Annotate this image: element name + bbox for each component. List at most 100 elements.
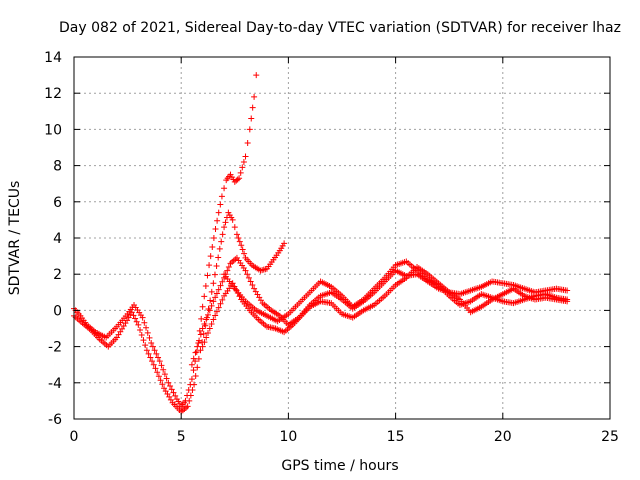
data-point-marker [281, 240, 288, 247]
data-point-marker [236, 175, 243, 182]
data-point-marker [253, 72, 260, 79]
data-point-marker [163, 375, 170, 382]
data-point-marker [128, 309, 135, 316]
x-axis-ticks: 0 5 10 15 20 25 [70, 57, 619, 445]
data-series [71, 72, 571, 415]
data-point-marker [150, 361, 157, 368]
data-point-marker [210, 235, 217, 241]
data-point-marker [154, 369, 161, 376]
data-point-marker [140, 337, 147, 344]
data-point-marker [143, 347, 150, 354]
data-point-marker [191, 381, 198, 388]
data-point-marker [218, 238, 225, 245]
data-point-marker [197, 347, 204, 354]
data-point-marker [138, 332, 145, 339]
data-point-marker [151, 347, 158, 354]
data-point-marker [212, 225, 219, 232]
data-point-marker [215, 254, 222, 261]
data-point-marker [251, 93, 258, 100]
data-point-marker [206, 262, 213, 269]
data-point-marker [201, 339, 208, 346]
data-point-marker [221, 185, 228, 192]
x-tick-label: 5 [177, 429, 186, 445]
data-point-marker [233, 231, 240, 238]
data-point-marker [225, 263, 232, 270]
data-point-marker [208, 320, 215, 327]
data-point-marker [218, 193, 225, 200]
x-axis-label: GPS time / hours [281, 458, 398, 474]
data-point-marker [148, 339, 155, 346]
series-track-e [221, 258, 571, 325]
data-point-marker [237, 169, 244, 176]
data-point-marker [184, 403, 191, 410]
data-point-marker [203, 334, 210, 341]
data-point-marker [206, 307, 213, 314]
data-point-marker [210, 298, 217, 305]
data-point-marker [165, 379, 172, 386]
data-point-marker [215, 304, 222, 311]
data-point-marker [199, 343, 206, 350]
data-point-marker [168, 386, 175, 393]
data-point-marker [235, 235, 242, 241]
data-point-marker [160, 366, 167, 373]
y-tick-label: -4 [48, 376, 62, 392]
data-point-marker [143, 324, 150, 331]
chart-title: Day 082 of 2021, Sidereal Day-to-day VTE… [59, 20, 621, 36]
data-point-marker [208, 288, 215, 295]
data-point-marker [198, 315, 205, 322]
data-point-marker [205, 330, 211, 337]
data-point-marker [212, 312, 219, 319]
x-tick-label: 0 [70, 429, 79, 445]
y-axis-ticks: -6 -4 -2 0 2 4 6 8 10 12 14 [44, 50, 610, 428]
data-point-marker [211, 271, 218, 278]
data-point-marker [229, 216, 236, 223]
data-point-marker [219, 278, 226, 285]
x-tick-label: 15 [387, 429, 405, 445]
y-tick-label: 6 [53, 195, 62, 211]
data-point-marker [199, 303, 206, 310]
data-point-marker [190, 367, 197, 374]
data-point-marker [206, 325, 213, 332]
data-point-marker [155, 354, 162, 361]
series-track-a [71, 72, 260, 410]
series-track-c [188, 254, 571, 368]
data-point-marker [130, 312, 137, 319]
data-point-marker [158, 362, 165, 369]
data-point-marker [200, 330, 207, 337]
data-point-marker [238, 242, 245, 249]
data-point-marker [213, 290, 220, 297]
y-tick-label: 4 [53, 231, 62, 247]
y-axis-label: SDTVAR / TECUs [7, 181, 23, 296]
data-point-marker [192, 373, 199, 380]
data-point-marker [192, 349, 199, 356]
data-point-marker [149, 358, 156, 365]
grid [74, 57, 610, 419]
data-point-marker [215, 209, 222, 216]
data-point-marker [241, 250, 248, 257]
data-point-marker [219, 231, 226, 238]
data-point-marker [188, 361, 195, 368]
data-point-marker [248, 115, 255, 122]
data-point-marker [170, 389, 177, 396]
data-point-marker [212, 294, 219, 301]
data-point-marker [210, 316, 217, 323]
data-point-marker [194, 364, 201, 371]
data-point-marker [172, 392, 179, 399]
data-point-marker [187, 392, 194, 399]
data-point-marker [188, 376, 195, 383]
data-point-marker [141, 319, 148, 326]
data-point-marker [137, 326, 144, 333]
data-point-marker [156, 358, 163, 365]
y-tick-label: 10 [44, 122, 62, 138]
data-point-marker [231, 224, 238, 231]
data-point-marker [152, 365, 159, 372]
data-point-marker [207, 297, 214, 304]
data-point-marker [189, 387, 196, 394]
data-point-marker [142, 342, 149, 349]
data-point-marker [135, 321, 142, 328]
data-point-marker [213, 263, 220, 270]
data-point-marker [564, 296, 571, 303]
y-tick-label: -6 [48, 412, 62, 428]
data-point-marker [234, 176, 241, 183]
